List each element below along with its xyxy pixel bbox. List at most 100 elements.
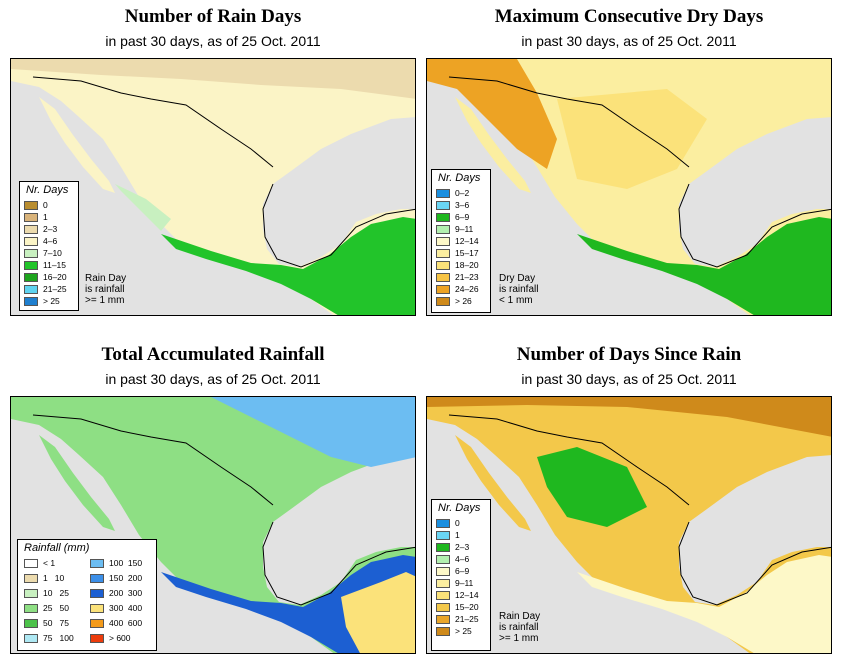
baja-peninsula [39,97,115,193]
legend-item: 4–6 [436,554,469,564]
legend-label: < 1 [43,558,56,568]
legend-swatch [90,633,104,643]
legend-swatch [436,578,450,588]
panel-subtitle: in past 30 days, as of 25 Oct. 2011 [105,33,321,49]
legend-label: 4–6 [455,554,470,564]
legend-title: Nr. Days [438,172,481,184]
legend-label: 3–6 [455,200,470,210]
legend-label: > 25 [43,296,60,306]
legend-item: 9–11 [436,578,473,588]
legend-label: 0–2 [455,188,470,198]
panel-rain-days: Number of Rain Days in past 30 days, as … [10,0,416,318]
legend-label: 2–3 [455,542,470,552]
legend-item: 0 [24,200,48,210]
since-rain-zone-sonora [537,447,647,527]
dry-zone-northwest [427,59,557,169]
panel-title: Number of Days Since Rain [516,344,742,365]
legend-swatch [436,614,450,624]
us-mexico-border [448,414,690,506]
legend-days-since-rain: Nr. Days 0 1 2–3 4–6 6–9 9–11 12–14 15–20 21–25 >… [431,499,491,651]
legend-item: 12–14 [436,236,479,246]
coastline-gulf [262,183,415,268]
panel-title: Number of Rain Days [124,6,302,27]
legend-item: 9–11 [436,224,473,234]
legend-item: 1 10 [24,573,64,583]
legend-item: 24–26 [436,284,479,294]
legend-label: 21–25 [43,284,67,294]
legend-item: 300 400 [90,603,142,613]
legend-swatch [90,558,104,568]
legend-swatch [436,554,450,564]
legend-max-dry-days: Nr. Days 0–2 3–6 6–9 9–11 12–14 15–17 18–20 21–… [431,169,491,313]
map-rain-days-svg [11,59,415,315]
legend-item: 7–10 [24,248,62,258]
legend-swatch [436,248,450,258]
legend-swatch [24,558,38,568]
legend-swatch [436,542,450,552]
legend-swatch [436,260,450,270]
map-total-rainfall: Rainfall (mm) < 1 1 10 10 25 25 50 50 75 75 1… [10,396,416,654]
legend-item: 1 [24,212,48,222]
legend-item: 10 25 [24,588,69,598]
legend-label: 11–15 [43,260,67,270]
legend-item: 0 [436,518,460,528]
panel-subtitle: in past 30 days, as of 25 Oct. 2011 [521,33,737,49]
legend-label: > 600 [109,633,131,643]
legend-item: 25 50 [24,603,69,613]
legend-item: > 25 [24,296,60,306]
legend-swatch [24,296,38,306]
legend-swatch [90,618,104,628]
legend-label: 2–3 [43,224,58,234]
legend-item: 4–6 [24,236,57,246]
legend-title: Rainfall (mm) [24,542,90,554]
map-max-dry-days-svg [427,59,831,315]
legend-item: 11–15 [24,260,66,270]
us-mexico-border [448,76,690,168]
since-rain-zone-north [427,397,831,437]
legend-item: 200 300 [90,588,142,598]
legend-item: 1 [436,530,460,540]
legend-swatch [436,272,450,282]
legend-swatch [436,200,450,210]
legend-label: 18–20 [455,260,479,270]
legend-swatch [24,248,38,258]
legend-item: 15–20 [436,602,479,612]
legend-item: 21–23 [436,272,479,282]
legend-item: > 25 [436,626,472,636]
legend-label: 12–14 [455,236,479,246]
legend-label: 150 200 [109,573,143,583]
legend-swatch [436,188,450,198]
legend-swatch [436,224,450,234]
rainfall-zone-yucatan [341,572,415,653]
legend-label: 50 75 [43,618,69,628]
since-rain-zone-south [577,555,831,653]
legend-label: 9–11 [455,224,474,234]
map-rain-days: Nr. Days 0 1 2–3 4–6 7–10 11–15 16–20 21–25 > 25… [10,58,416,316]
legend-item: 21–25 [436,614,479,624]
legend-swatch [436,518,450,528]
legend-label: 24–26 [455,284,479,294]
legend-label: 15–17 [455,248,479,258]
land-mass [11,59,415,315]
legend-note: Dry Day is rainfall < 1 mm [499,273,539,306]
legend-title: Nr. Days [26,184,69,196]
legend-swatch [24,573,38,583]
legend-total-rainfall: Rainfall (mm) < 1 1 10 10 25 25 50 50 75 75 1… [17,539,157,651]
baja-peninsula [455,97,531,193]
legend-label: 200 300 [109,588,143,598]
rain-zone-south [161,217,415,315]
legend-swatch [436,212,450,222]
rain-zone-north [11,59,415,99]
legend-swatch [436,296,450,306]
legend-item: 6–9 [436,212,469,222]
legend-swatch [24,603,38,613]
legend-label: 75 100 [43,633,74,643]
legend-item: 100 150 [90,558,142,568]
legend-label: 1 [43,212,48,222]
legend-swatch [24,224,38,234]
legend-label: 21–23 [455,272,479,282]
legend-swatch [436,626,450,636]
legend-label: 6–9 [455,212,470,222]
legend-label: 12–14 [455,590,479,600]
legend-item: 2–3 [436,542,469,552]
